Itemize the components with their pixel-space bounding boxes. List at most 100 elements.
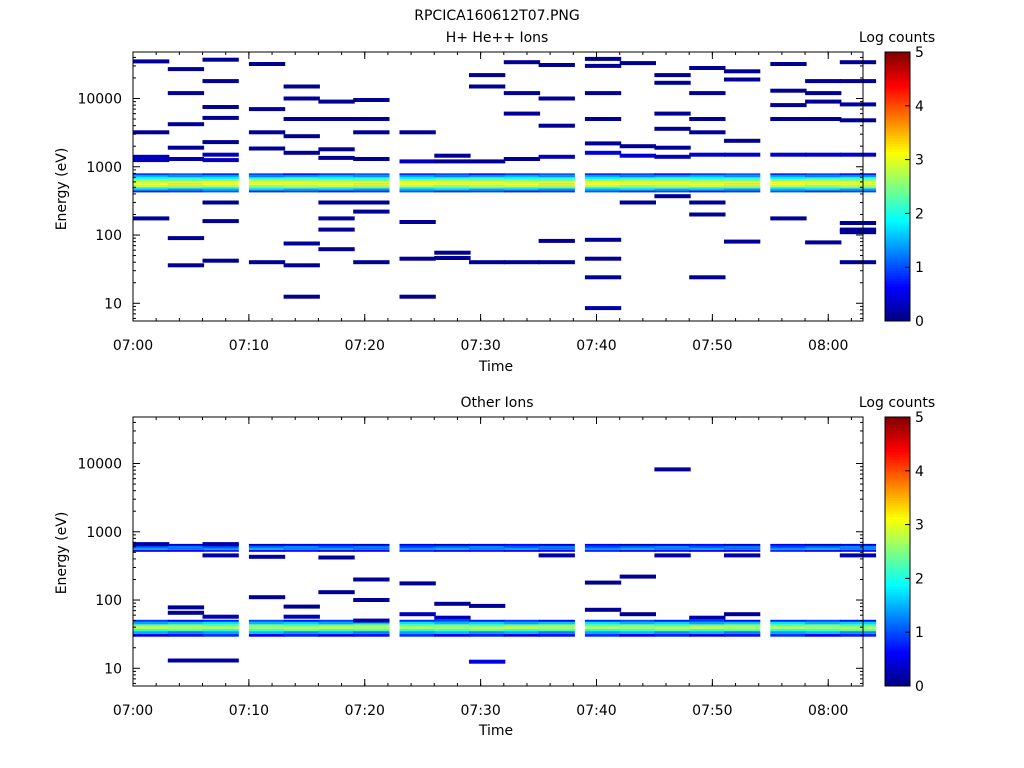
heatmap-cell bbox=[469, 84, 506, 89]
heatmap-cell bbox=[283, 180, 320, 183]
heatmap-cell bbox=[584, 256, 622, 261]
heatmap-cell bbox=[283, 84, 320, 89]
heatmap-cell bbox=[399, 633, 436, 637]
colorbar-segment bbox=[885, 602, 910, 606]
heatmap-cell bbox=[202, 553, 239, 558]
heatmap-cell bbox=[133, 633, 170, 637]
heatmap-cell bbox=[434, 626, 471, 629]
colorbar-segment bbox=[885, 248, 910, 252]
colorbar-segment bbox=[885, 664, 910, 668]
heatmap-cell bbox=[839, 545, 877, 548]
heatmap-cell bbox=[770, 549, 807, 552]
heatmap-cell bbox=[434, 628, 471, 632]
colorbar-segment bbox=[885, 599, 910, 604]
heatmap-cell bbox=[353, 190, 390, 193]
panel-title: Other Ions bbox=[460, 395, 533, 411]
heatmap-cell bbox=[399, 624, 436, 627]
heatmap-cell bbox=[469, 626, 506, 629]
heatmap-cell bbox=[584, 549, 622, 552]
colorbar-tick-label: 1 bbox=[915, 625, 924, 641]
heatmap-cell bbox=[689, 91, 726, 96]
heatmap-cell bbox=[805, 117, 842, 121]
heatmap-cell bbox=[584, 306, 622, 311]
heatmap-cell bbox=[353, 179, 390, 181]
heatmap-cell bbox=[469, 182, 506, 185]
heatmap-cell bbox=[167, 619, 205, 622]
heatmap-cell bbox=[724, 553, 761, 558]
heatmap-cell bbox=[318, 188, 355, 191]
heatmap-cell bbox=[167, 626, 205, 629]
heatmap-cell bbox=[538, 154, 575, 159]
heatmap-cell bbox=[353, 188, 390, 191]
colorbar-segment bbox=[885, 127, 910, 131]
heatmap-cell bbox=[619, 188, 656, 191]
heatmap-cell bbox=[538, 186, 575, 189]
heatmap-cell bbox=[770, 62, 807, 66]
heatmap-cell bbox=[503, 619, 541, 622]
heatmap-cell bbox=[619, 574, 656, 579]
heatmap-cell bbox=[353, 180, 390, 183]
heatmap-cell bbox=[584, 179, 622, 181]
heatmap-cell bbox=[167, 67, 205, 72]
colorbar-segment bbox=[885, 489, 910, 493]
colorbar-segment bbox=[885, 613, 910, 617]
heatmap-cell bbox=[434, 179, 471, 181]
colorbar-segment bbox=[885, 570, 910, 574]
colorbar-segment bbox=[885, 116, 910, 120]
colorbar-segment bbox=[885, 151, 910, 155]
colorbar-frame bbox=[884, 416, 911, 687]
heatmap-cell bbox=[202, 219, 239, 224]
heatmap-cell bbox=[619, 180, 656, 183]
colorbar-segment bbox=[885, 634, 910, 638]
colorbar-segment bbox=[885, 677, 910, 682]
heatmap-cell bbox=[654, 547, 691, 550]
colorbar-segment bbox=[885, 159, 910, 163]
heatmap-cell bbox=[353, 186, 390, 189]
heatmap-cell bbox=[353, 549, 390, 552]
heatmap-cell bbox=[724, 179, 761, 181]
x-tick-label: 07:10 bbox=[229, 703, 269, 719]
heatmap-cell bbox=[724, 547, 761, 550]
heatmap-cell bbox=[434, 175, 471, 178]
y-tick-label: 10 bbox=[104, 661, 122, 677]
heatmap-cell bbox=[202, 158, 239, 163]
heatmap-cell bbox=[167, 545, 205, 548]
heatmap-cell bbox=[619, 624, 656, 627]
heatmap-cell bbox=[839, 190, 877, 193]
heatmap-cell bbox=[770, 626, 807, 629]
heatmap-cell bbox=[724, 628, 761, 632]
heatmap-cell bbox=[724, 180, 761, 183]
heatmap-cell bbox=[283, 177, 320, 179]
heatmap-cell bbox=[469, 180, 506, 183]
colorbar-segment bbox=[885, 586, 910, 590]
x-tick-label: 07:20 bbox=[345, 703, 385, 719]
heatmap-cell bbox=[434, 547, 471, 550]
heatmap-cell bbox=[839, 79, 877, 84]
heatmap-cell bbox=[619, 619, 656, 622]
heatmap-cell bbox=[654, 177, 691, 179]
heatmap-cell bbox=[167, 175, 205, 178]
heatmap-cell bbox=[202, 140, 239, 145]
heatmap-cell bbox=[283, 294, 320, 299]
heatmap-cell bbox=[353, 117, 390, 121]
heatmap-cell bbox=[538, 179, 575, 181]
colorbar-segment bbox=[885, 302, 910, 306]
heatmap-cell bbox=[248, 260, 286, 265]
heatmap-cell bbox=[202, 186, 239, 189]
colorbar-segment bbox=[885, 451, 910, 456]
colorbar-segment bbox=[885, 425, 910, 429]
heatmap-cell bbox=[724, 626, 761, 629]
colorbar-segment bbox=[885, 591, 910, 595]
heatmap-cell bbox=[805, 179, 842, 181]
colorbar-segment bbox=[885, 52, 910, 56]
heatmap-cell bbox=[318, 155, 355, 160]
heatmap-cell bbox=[167, 173, 205, 176]
heatmap-cell bbox=[399, 190, 436, 193]
heatmap-cell bbox=[434, 615, 471, 620]
colorbar-segment bbox=[885, 95, 910, 99]
colorbar-segment bbox=[885, 484, 910, 488]
colorbar-segment bbox=[885, 194, 910, 198]
heatmap-cell bbox=[167, 633, 205, 637]
heatmap-cell bbox=[469, 73, 506, 78]
colorbar-segment bbox=[885, 57, 910, 61]
